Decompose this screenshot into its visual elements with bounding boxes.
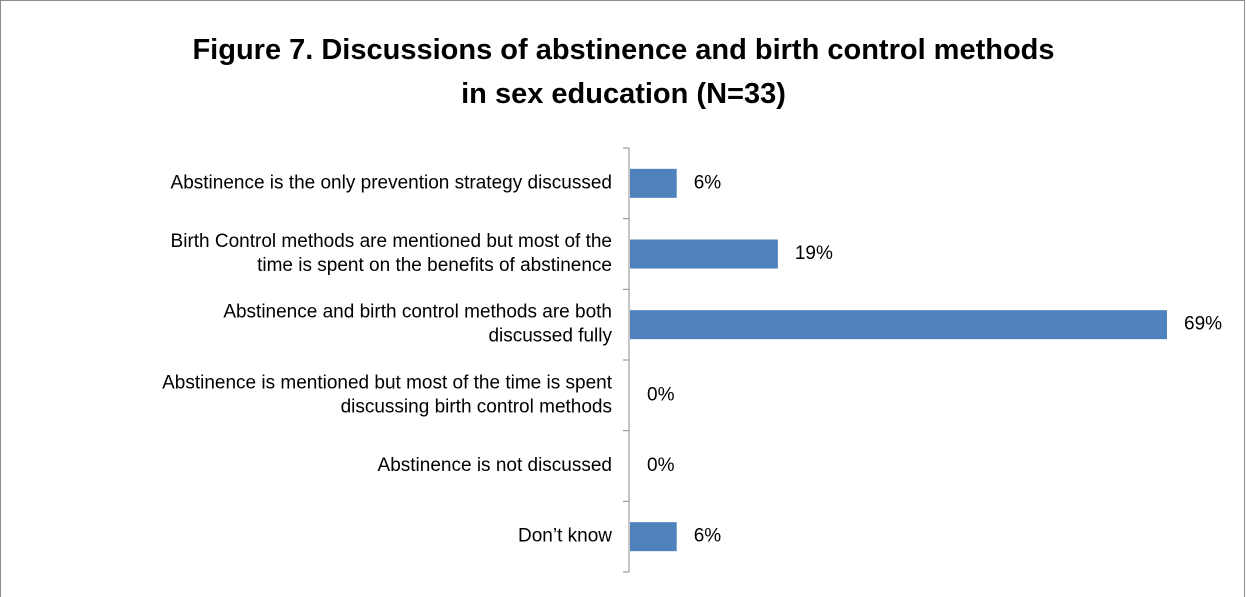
data-label: 0% [647, 455, 675, 476]
data-label: 69% [1184, 314, 1222, 335]
category-label: Abstinence is mentioned but most of the … [162, 372, 613, 393]
bar [630, 239, 778, 269]
category-label: time is spent on the benefits of abstine… [257, 255, 612, 276]
chart-title-line-2: in sex education (N=33) [461, 78, 786, 110]
category-label: Abstinence is the only prevention strate… [171, 172, 612, 193]
chart-title: Figure 7. Discussions of abstinence and … [0, 28, 1247, 116]
bars-layer [630, 168, 1167, 552]
bar [630, 522, 677, 552]
category-label: Abstinence is not discussed [378, 455, 612, 476]
category-label: discussed fully [488, 326, 612, 347]
category-label: Don’t know [518, 526, 612, 547]
bar [630, 168, 677, 198]
axis-layer [623, 147, 630, 573]
chart-title-line-1: Figure 7. Discussions of abstinence and … [192, 34, 1055, 66]
labels-layer: 6% Abstinence is the only prevention stra… [162, 172, 1222, 546]
category-label: Abstinence and birth control methods are… [223, 302, 612, 323]
data-label: 6% [694, 526, 722, 547]
category-label: discussing birth control methods [341, 396, 612, 417]
bar [630, 310, 1167, 340]
data-label: 19% [795, 243, 833, 264]
category-label: Birth Control methods are mentioned but … [171, 231, 612, 252]
data-label: 0% [647, 384, 675, 405]
data-label: 6% [694, 172, 722, 193]
